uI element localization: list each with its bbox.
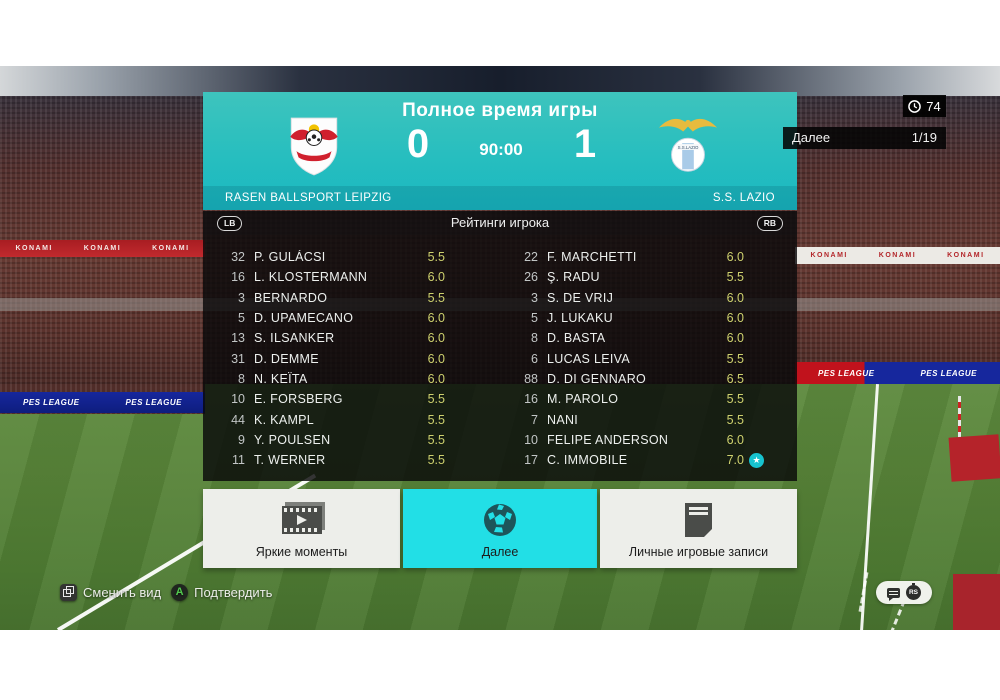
player-row: 31 D. DEMME 6.0 xyxy=(231,351,445,366)
player-row: 5 D. UPAMECANO 6.0 xyxy=(238,311,445,326)
svg-text:S.S.LAZIO: S.S.LAZIO xyxy=(678,145,699,150)
pager-label: Далее xyxy=(792,130,831,145)
rs-button-icon[interactable]: RS xyxy=(906,583,921,600)
konami-banner-right: KONAMI KONAMI KONAMI xyxy=(795,247,1000,264)
lb-button-chip[interactable]: LB xyxy=(217,216,243,231)
rb-leipzig-logo xyxy=(290,117,338,176)
player-row: 8 D. BASTA 6.0 xyxy=(531,331,744,346)
player-row: 88 D. DI GENNARO 6.5 xyxy=(524,371,744,386)
player-row: 11 T. WERNER 5.5 xyxy=(232,453,445,468)
rb-button-chip[interactable]: RB xyxy=(756,216,783,231)
chat-pill: RS xyxy=(876,581,932,604)
red-barrier xyxy=(953,574,1000,630)
player-row: 44 K. KAMPL 5.5 xyxy=(231,412,445,427)
fulltime-title: Полное время игры xyxy=(402,100,598,121)
player-row: 22 F. MARCHETTI 6.0 xyxy=(524,250,744,265)
notebook-icon xyxy=(600,501,797,539)
ratings-title: Рейтинги игрока xyxy=(450,215,550,230)
controller-hints: Сменить вид A Подтвердить xyxy=(60,582,272,602)
confirm-hint[interactable]: A Подтвердить xyxy=(171,583,273,601)
next-button-label: Далее xyxy=(481,545,519,559)
player-row: 9 Y. POULSEN 5.5 xyxy=(238,432,445,447)
player-row: 17 C. IMMOBILE 7.0 ★ xyxy=(510,450,764,470)
match-time: 90:00 xyxy=(479,140,523,159)
player-row: 32 P. GULÁCSI 5.5 xyxy=(231,250,445,265)
pes-league-adboard-right: PES LEAGUE PES LEAGUE xyxy=(795,362,1000,384)
player-row: 8 N. KEÏTA 6.0 xyxy=(238,371,445,386)
match-clock-box: 74 xyxy=(903,95,946,117)
personal-records-button-label: Личные игровые записи xyxy=(628,545,769,559)
match-minute: 74 xyxy=(926,98,941,114)
scoreboard-panel: Полное время игры 0 90:00 1 S.S.LAZIO RA… xyxy=(203,92,797,210)
confirm-label: Подтвердить xyxy=(194,584,273,600)
away-score: 1 xyxy=(573,122,597,166)
player-row: 5 J. LUKAKU 6.0 xyxy=(531,311,744,326)
player-row: 7 NANI 5.5 xyxy=(531,412,744,427)
away-players-column: 22 F. MARCHETTI 6.0 26 Ş. RADU 5.5 3 S. DE VR… xyxy=(510,247,764,470)
next-pager-bar[interactable]: Далее 1/19 xyxy=(783,127,946,149)
home-players-column: 32 P. GULÁCSI 5.5 16 L. KLOSTERMANN 6.0 3 BER… xyxy=(217,247,445,470)
player-row: 13 S. ILSANKER 6.0 xyxy=(231,331,445,346)
view-button-icon xyxy=(60,583,77,601)
pager-count: 1/19 xyxy=(911,130,937,145)
player-row: 16 M. PAROLO 5.5 xyxy=(524,392,744,407)
konami-banner-left: KONAMI KONAMI KONAMI xyxy=(0,240,205,257)
home-team-name: RASEN BALLSPORT LEIPZIG xyxy=(225,192,392,204)
change-view-hint[interactable]: Сменить вид xyxy=(60,583,162,601)
next-button[interactable]: Далее xyxy=(403,489,597,568)
lazio-logo: S.S.LAZIO xyxy=(658,118,718,172)
stadium-roof xyxy=(0,66,1000,96)
film-strip-icon xyxy=(203,501,400,539)
soccer-ball-icon xyxy=(403,501,597,539)
player-row: 26 Ş. RADU 5.5 xyxy=(524,270,744,285)
personal-records-button[interactable]: Личные игровые записи xyxy=(600,489,797,568)
team-names-strip: RASEN BALLSPORT LEIPZIG S.S. LAZIO xyxy=(203,186,797,210)
pes-league-adboard-left: PES LEAGUE PES LEAGUE xyxy=(0,392,205,413)
highlights-button-label: Яркие моменты xyxy=(255,545,348,559)
clock-icon xyxy=(908,99,922,113)
highlights-button[interactable]: Яркие моменты xyxy=(203,489,400,568)
a-button-icon: A xyxy=(171,583,189,601)
man-of-match-star-badge: ★ xyxy=(749,452,764,468)
home-score: 0 xyxy=(406,122,430,166)
change-view-label: Сменить вид xyxy=(83,584,162,600)
ratings-header: LB Рейтинги игрока RB xyxy=(203,211,797,235)
letterbox-top xyxy=(0,0,1000,66)
player-row: 10 E. FORSBERG 5.5 xyxy=(231,392,445,407)
player-row: 3 S. DE VRIJ 6.0 xyxy=(531,290,744,305)
player-row: 10 FELIPE ANDERSON 6.0 xyxy=(524,432,744,447)
player-ratings-panel: 32 P. GULÁCSI 5.5 16 L. KLOSTERMANN 6.0 3 BER… xyxy=(203,235,797,481)
player-row: 6 LUCAS LEIVA 5.5 xyxy=(531,351,744,366)
chat-bubble-icon[interactable] xyxy=(887,587,900,601)
letterbox-bottom xyxy=(0,630,1000,700)
player-row: 3 BERNARDO 5.5 xyxy=(238,290,445,305)
corner-pole xyxy=(958,396,961,438)
red-flag xyxy=(948,434,1000,482)
away-team-name: S.S. LAZIO xyxy=(712,192,775,204)
player-row: 16 L. KLOSTERMANN 6.0 xyxy=(231,270,445,285)
